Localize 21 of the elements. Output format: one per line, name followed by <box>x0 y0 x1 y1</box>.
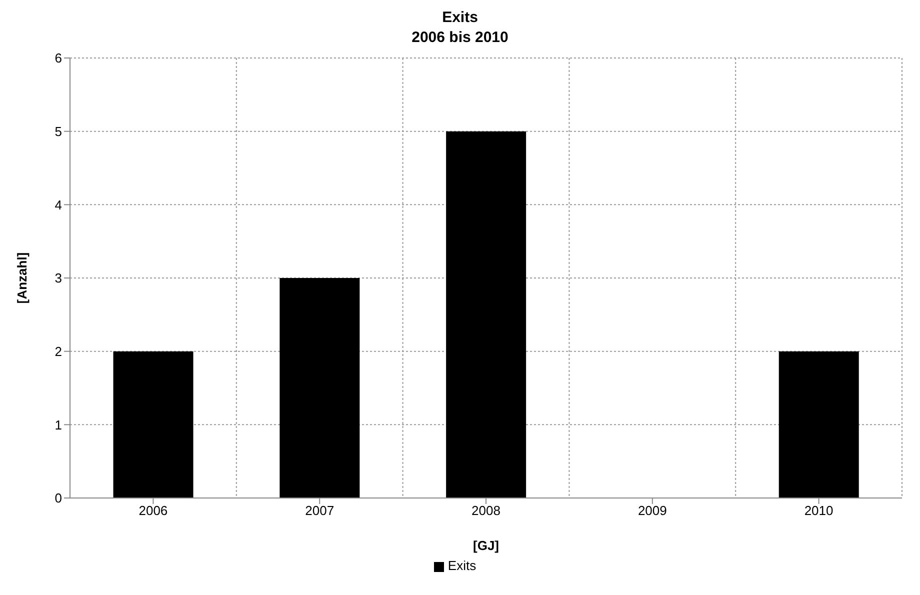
bar <box>113 351 194 498</box>
legend-label: Exits <box>448 558 476 573</box>
x-tick-label: 2009 <box>638 503 667 518</box>
y-tick-label: 5 <box>54 124 62 139</box>
x-tick-label: 2006 <box>138 503 168 518</box>
y-tick-label: 0 <box>54 490 62 506</box>
bar <box>446 131 526 498</box>
chart-title: Exits <box>441 8 479 28</box>
y-tick-label: 4 <box>54 197 62 212</box>
y-tick-label: 6 <box>54 50 62 66</box>
y-tick-label: 2 <box>54 344 62 359</box>
x-tick-label: 2007 <box>305 503 334 518</box>
bar <box>778 351 859 498</box>
x-tick-label: 2010 <box>804 503 834 518</box>
x-axis-title: [GJ] <box>473 538 499 553</box>
x-tick-label: 2008 <box>472 503 500 518</box>
bar <box>280 278 360 498</box>
y-tick-label: 3 <box>54 270 62 286</box>
chart-subtitle: 2006 bis 2010 <box>410 28 510 48</box>
y-axis-title: [Anzahl] <box>14 252 30 304</box>
y-tick-label: 1 <box>54 417 62 432</box>
